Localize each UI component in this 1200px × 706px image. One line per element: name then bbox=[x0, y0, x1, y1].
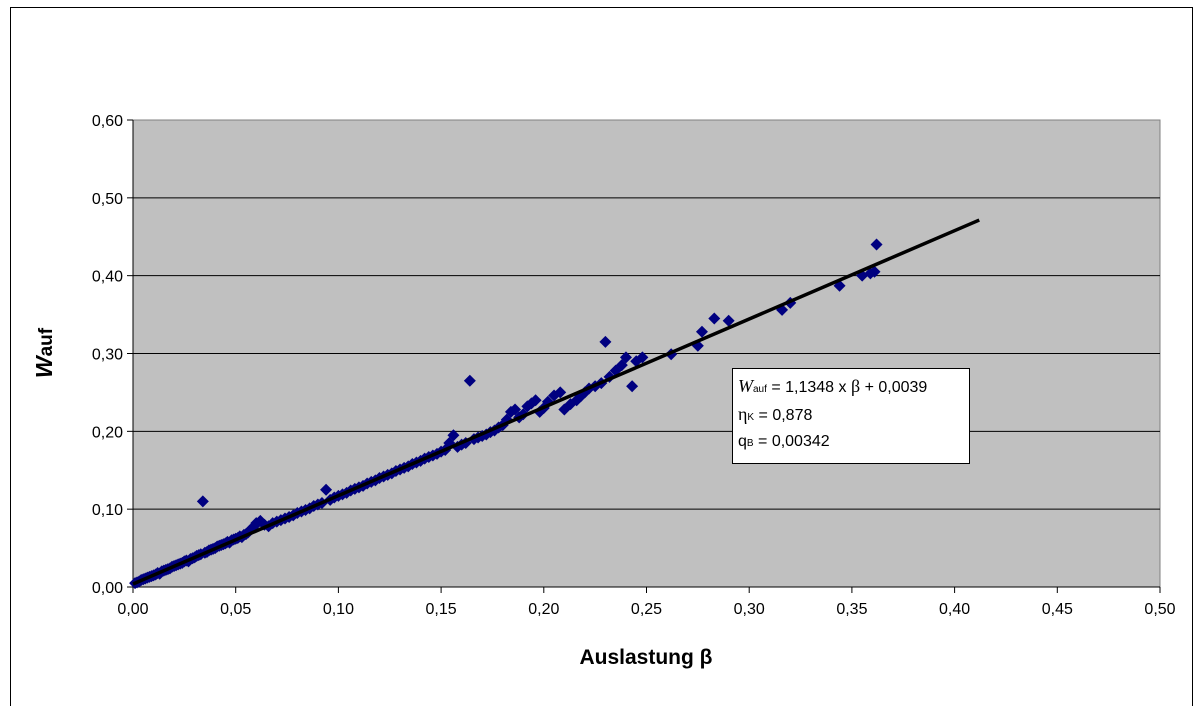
x-tick-label: 0,30 bbox=[734, 601, 765, 618]
x-axis-tick-labels: 0,00 0,05 0,10 0,15 0,20 0,25 0,30 0,35 0,40 0,45… bbox=[117, 586, 1176, 618]
trendline bbox=[132, 218, 980, 586]
q-line: qB = 0,00342 bbox=[738, 430, 964, 456]
x-tick-label: 0,40 bbox=[939, 601, 970, 618]
equation-line: Wauf = 1,1348 x β + 0,0039 bbox=[738, 374, 964, 402]
x-tick-label: 0,10 bbox=[323, 601, 354, 618]
y-tick-label: 0,10 bbox=[92, 502, 123, 519]
eta-symbol: η bbox=[738, 404, 748, 424]
data-point bbox=[196, 495, 209, 508]
x-tick-label: 0,50 bbox=[1144, 601, 1175, 618]
y-tick-label: 0,40 bbox=[92, 269, 123, 286]
data-point bbox=[599, 335, 612, 348]
y-tick-label: 0,00 bbox=[92, 580, 123, 597]
y-axis-title: Wauf bbox=[31, 327, 57, 378]
data-point bbox=[463, 374, 476, 387]
x-tick-label: 0,35 bbox=[836, 601, 867, 618]
q-value: = 0,00342 bbox=[753, 433, 830, 450]
data-point bbox=[722, 314, 735, 327]
y-axis-title-sub: auf bbox=[36, 327, 57, 356]
y-tick-label: 0,50 bbox=[92, 191, 123, 208]
y-tick-label: 0,60 bbox=[92, 113, 123, 130]
data-point bbox=[636, 351, 649, 364]
y-tick-label: 0,30 bbox=[92, 347, 123, 364]
equation-variable-subscript: auf bbox=[753, 384, 767, 395]
y-tick-label: 0,20 bbox=[92, 424, 123, 441]
equation-text: = 1,1348 x bbox=[766, 379, 851, 396]
x-tick-label: 0,25 bbox=[631, 601, 662, 618]
equation-tail: + 0,0039 bbox=[860, 379, 928, 396]
data-point bbox=[554, 386, 567, 399]
chart-frame bbox=[10, 7, 1193, 706]
regression-annotation: Wauf = 1,1348 x β + 0,0039 ηK = 0,878 qB… bbox=[732, 368, 970, 464]
y-axis-tick-labels: 0,00 0,10 0,20 0,30 0,40 0,50 0,60 bbox=[92, 113, 134, 597]
q-subscript: B bbox=[746, 438, 754, 449]
data-point bbox=[695, 325, 708, 338]
data-point bbox=[870, 238, 883, 251]
x-tick-label: 0,05 bbox=[220, 601, 251, 618]
data-point bbox=[626, 380, 639, 393]
data-point bbox=[529, 394, 542, 407]
data-point bbox=[868, 265, 881, 278]
eta-value: = 0,878 bbox=[754, 407, 813, 424]
eta-subscript: K bbox=[747, 412, 755, 423]
y-axis-title-main: W bbox=[31, 354, 57, 378]
x-tick-label: 0,45 bbox=[1042, 601, 1073, 618]
data-point bbox=[619, 351, 632, 364]
x-axis-title: Auslastung β bbox=[580, 646, 713, 669]
x-tick-label: 0,20 bbox=[528, 601, 559, 618]
x-tick-label: 0,15 bbox=[426, 601, 457, 618]
equation-variable: W bbox=[738, 376, 753, 396]
x-tick-label: 0,00 bbox=[117, 601, 148, 618]
data-point bbox=[320, 483, 333, 496]
data-point bbox=[708, 312, 721, 325]
q-symbol: q bbox=[738, 433, 747, 450]
data-point bbox=[447, 429, 460, 442]
eta-line: ηK = 0,878 bbox=[738, 402, 964, 430]
equation-beta: β bbox=[850, 376, 861, 396]
